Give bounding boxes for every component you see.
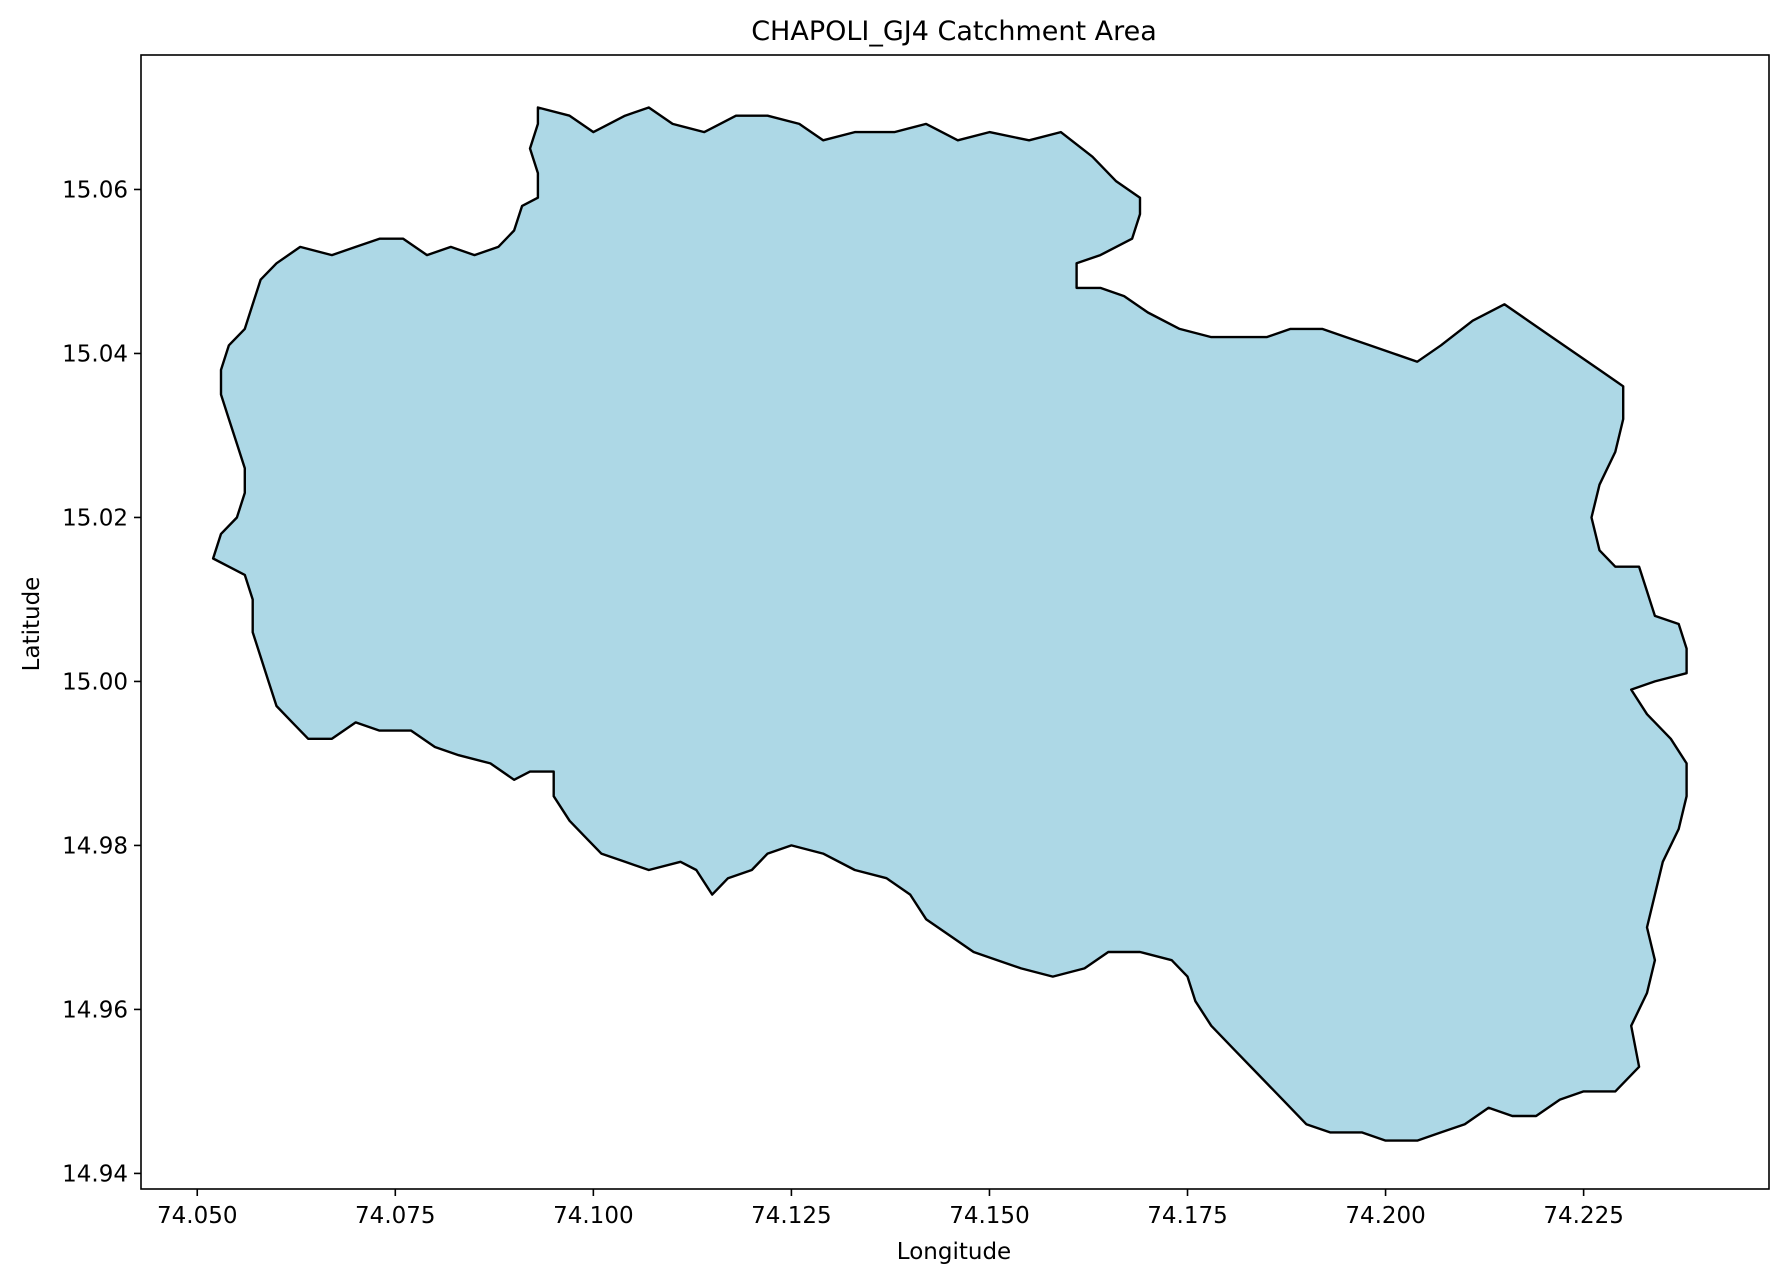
y-tick-label: 15.04 [62, 341, 128, 367]
plot-frame [140, 54, 1770, 1190]
x-axis: 74.050 74.075 74.100 74.125 74.150 74.175 74.2… [157, 1189, 1624, 1229]
y-axis: 14.94 14.96 14.98 15.00 15.02 15.04 15.06 [62, 177, 141, 1187]
x-tick-label: 74.225 [1543, 1203, 1623, 1229]
y-tick-label: 14.96 [62, 997, 128, 1023]
y-tick-label: 15.02 [62, 505, 128, 531]
y-tick-label: 15.06 [62, 177, 128, 203]
chart-title: CHAPOLI_GJ4 Catchment Area [751, 16, 1157, 47]
x-tick-label: 74.150 [949, 1203, 1029, 1229]
y-tick-label: 14.94 [62, 1161, 128, 1187]
catchment-polygon [211, 106, 1688, 1142]
y-axis-label: Latitude [19, 577, 45, 672]
x-axis-label: Longitude [897, 1239, 1011, 1265]
y-tick-label: 14.98 [62, 833, 128, 859]
x-tick-label: 74.175 [1147, 1203, 1227, 1229]
x-tick-label: 74.200 [1345, 1203, 1425, 1229]
plot-content [211, 106, 1688, 1142]
y-tick-label: 15.00 [62, 669, 128, 695]
x-tick-label: 74.050 [157, 1203, 237, 1229]
x-tick-label: 74.100 [553, 1203, 633, 1229]
x-tick-label: 74.125 [751, 1203, 831, 1229]
x-tick-label: 74.075 [355, 1203, 435, 1229]
